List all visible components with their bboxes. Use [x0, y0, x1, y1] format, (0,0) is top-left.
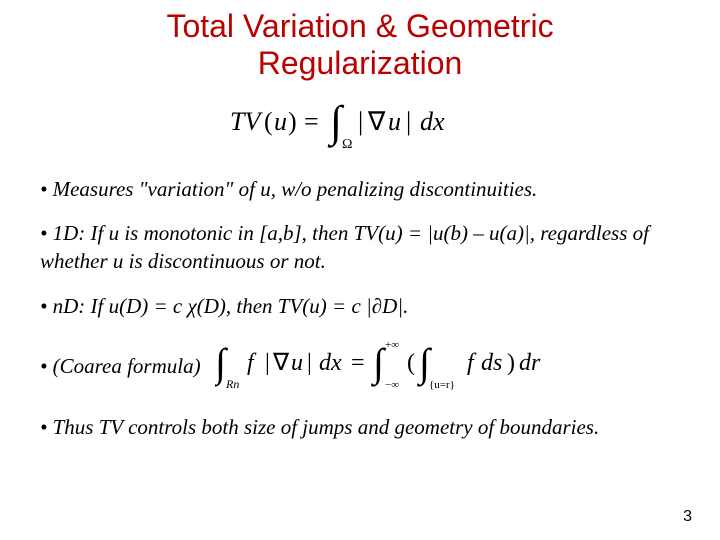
svg-text:Ω: Ω — [342, 137, 352, 152]
svg-text:f: f — [467, 350, 477, 376]
slide-title: Total Variation & Geometric Regularizati… — [40, 8, 680, 82]
svg-text:): ) — [507, 350, 515, 376]
page-number: 3 — [683, 508, 692, 526]
svg-text:ds: ds — [481, 350, 502, 376]
tv-definition-formula: TV ( u ) = ∫ Ω | ∇ u | dx — [40, 96, 680, 157]
bullet-nd-characteristic: • nD: If u(D) = c χ(D), then TV(u) = c |… — [40, 292, 680, 320]
svg-text:): ) — [288, 107, 297, 136]
title-line-1: Total Variation & Geometric — [166, 8, 553, 44]
svg-text:dr: dr — [519, 350, 541, 376]
svg-text:∇: ∇ — [272, 350, 290, 376]
svg-text:|: | — [406, 107, 411, 136]
svg-text:u: u — [291, 350, 303, 376]
svg-text:∇: ∇ — [367, 107, 386, 136]
svg-text:=: = — [304, 107, 319, 136]
bullet-thus-tv-controls: • Thus TV controls both size of jumps an… — [40, 413, 680, 441]
slide: Total Variation & Geometric Regularizati… — [0, 0, 720, 540]
svg-text:u: u — [274, 107, 287, 136]
svg-text:{u=r}: {u=r} — [429, 379, 455, 391]
svg-text:=: = — [351, 350, 365, 376]
svg-text:|: | — [307, 350, 312, 376]
svg-text:(: ( — [264, 107, 273, 136]
bullet-1d-monotonic: • 1D: If u is monotonic in [a,b], then T… — [40, 219, 680, 276]
coarea-label: • (Coarea formula) — [40, 354, 201, 379]
svg-text:dx: dx — [420, 107, 445, 136]
svg-text:−∞: −∞ — [385, 379, 399, 391]
svg-text:+∞: +∞ — [385, 339, 399, 351]
coarea-formula: ∫ Rn f | ∇ u | dx = ∫ +∞ −∞ ( ∫ {u=r} f … — [215, 336, 575, 397]
svg-text:TV: TV — [230, 107, 263, 136]
title-line-2: Regularization — [258, 45, 463, 81]
svg-text:(: ( — [407, 350, 415, 376]
bullet-measures-variation: • Measures "variation" of u, w/o penaliz… — [40, 175, 680, 203]
svg-text:u: u — [388, 107, 401, 136]
svg-text:Rn: Rn — [225, 377, 239, 391]
svg-text:|: | — [358, 107, 363, 136]
svg-text:dx: dx — [319, 350, 342, 376]
bullet-coarea-row: • (Coarea formula) ∫ Rn f | ∇ u | dx = ∫… — [40, 336, 680, 397]
svg-text:|: | — [265, 350, 270, 376]
svg-text:f: f — [247, 350, 257, 376]
